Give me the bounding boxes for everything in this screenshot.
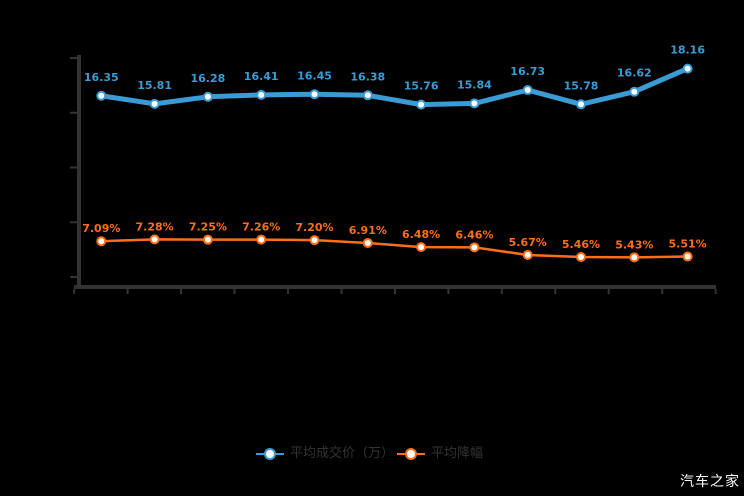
avg-discount-point-4[interactable]: [256, 234, 267, 245]
x-axis-tick: [73, 289, 76, 294]
avg-price-label-9: 16.73: [510, 65, 545, 78]
x-axis-tick: [233, 289, 236, 294]
avg-price-point-10[interactable]: [576, 99, 586, 110]
legend-marker-blue-icon: [264, 448, 276, 460]
avg-price-label-3: 16.28: [191, 72, 226, 85]
x-axis-tick: [126, 289, 129, 294]
y-axis-tick: [70, 166, 78, 169]
avg-discount-point-9[interactable]: [522, 250, 533, 261]
x-axis-line: [74, 285, 716, 289]
legend-item-avg-price[interactable]: 平均成交价（万）: [256, 444, 394, 464]
avg-discount-point-12[interactable]: [682, 251, 693, 262]
avg-discount-point-1[interactable]: [96, 236, 107, 247]
x-axis-tick: [447, 289, 450, 294]
avg-price-point-7[interactable]: [416, 99, 427, 110]
avg-price-label-11: 16.62: [617, 67, 652, 80]
avg-price-label-7: 15.76: [404, 80, 439, 93]
chart-legend: 平均成交价（万） 平均降幅: [0, 444, 744, 466]
legend-marker-orange-icon: [405, 448, 417, 460]
avg-discount-label-1: 7.09%: [82, 222, 120, 235]
avg-discount-label-8: 6.46%: [455, 228, 493, 241]
x-axis-tick: [393, 289, 396, 294]
avg-discount-label-12: 5.51%: [669, 238, 707, 251]
avg-price-label-4: 16.41: [244, 70, 279, 83]
avg-price-point-8[interactable]: [469, 98, 480, 109]
x-axis-tick: [714, 289, 717, 294]
avg-discount-label-6: 6.91%: [349, 224, 387, 237]
x-axis-tick: [607, 289, 610, 294]
avg-price-point-6[interactable]: [362, 90, 373, 101]
avg-discount-label-3: 7.25%: [189, 221, 227, 234]
avg-discount-point-3[interactable]: [202, 234, 213, 245]
legend-label-avg-discount: 平均降幅: [431, 446, 484, 461]
avg-discount-label-11: 5.43%: [615, 238, 653, 251]
avg-price-line: [98, 66, 691, 108]
y-axis-line: [77, 55, 81, 289]
x-axis-tick: [554, 289, 557, 294]
x-axis-tick: [340, 289, 343, 294]
avg-discount-label-4: 7.26%: [242, 221, 280, 234]
avg-discount-point-11[interactable]: [629, 252, 640, 263]
avg-discount-label-10: 5.46%: [562, 238, 600, 251]
avg-discount-label-2: 7.28%: [136, 220, 174, 233]
legend-line-blue: [256, 448, 284, 460]
avg-price-point-2[interactable]: [149, 98, 160, 109]
avg-price-label-10: 15.78: [564, 79, 599, 92]
avg-price-point-1[interactable]: [96, 90, 107, 101]
avg-price-label-5: 16.45: [297, 69, 332, 82]
avg-discount-label-9: 5.67%: [509, 236, 547, 249]
legend-line-orange: [397, 448, 425, 460]
avg-discount-label-7: 6.48%: [402, 228, 440, 241]
avg-price-label-2: 15.81: [137, 79, 172, 92]
y-axis-tick: [70, 111, 78, 114]
avg-price-point-9[interactable]: [522, 85, 533, 96]
avg-price-point-12[interactable]: [682, 63, 693, 74]
red-dash-mark: [1, 6, 10, 9]
x-axis-tick: [661, 289, 664, 294]
legend-item-avg-discount[interactable]: 平均降幅: [397, 444, 483, 464]
avg-price-label-1: 16.35: [84, 71, 119, 84]
avg-price-point-4[interactable]: [256, 89, 267, 100]
avg-price-label-12: 18.16: [670, 44, 705, 57]
avg-discount-point-6[interactable]: [362, 237, 373, 248]
x-axis-tick: [287, 289, 289, 294]
avg-discount-point-5[interactable]: [309, 235, 320, 246]
y-axis-tick: [70, 276, 78, 278]
avg-discount-label-5: 7.20%: [295, 221, 333, 234]
legend-label-avg-price: 平均成交价（万）: [290, 446, 395, 461]
y-axis-tick: [70, 221, 78, 224]
avg-discount-point-7[interactable]: [416, 242, 427, 253]
x-axis-tick: [500, 289, 503, 294]
x-axis-tick: [180, 289, 183, 294]
avg-price-point-3[interactable]: [202, 91, 213, 102]
avg-discount-point-2[interactable]: [149, 234, 160, 245]
avg-price-point-11[interactable]: [629, 86, 640, 97]
y-axis-tick: [70, 57, 78, 59]
avg-discount-line: [100, 238, 689, 259]
avg-price-label-8: 15.84: [457, 78, 492, 91]
autohome-watermark: 汽车之家: [680, 474, 740, 490]
avg-price-point-5[interactable]: [309, 89, 320, 100]
avg-price-label-6: 16.38: [350, 70, 385, 83]
avg-discount-point-10[interactable]: [576, 252, 586, 263]
avg-discount-point-8[interactable]: [469, 242, 480, 253]
